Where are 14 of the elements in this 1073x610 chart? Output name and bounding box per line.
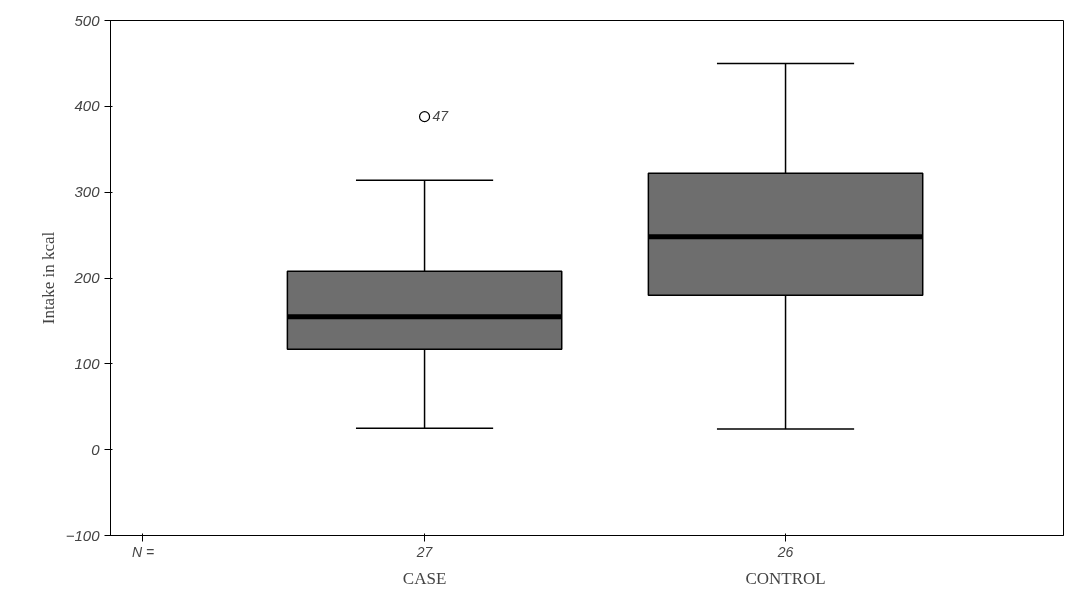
y-tick-label: 500	[74, 11, 101, 29]
y-tick-label: 0	[91, 440, 101, 458]
x-tick-label: CONTROL	[745, 568, 826, 588]
text: 26	[776, 543, 794, 560]
y-tick-label: 300	[74, 183, 101, 201]
y-tick-label: 400	[74, 97, 101, 115]
y-tick-label: −100	[65, 526, 101, 544]
y-tick-label: 100	[74, 354, 101, 372]
y-axis-title: Intake in kcal	[38, 231, 58, 325]
annotation: 47	[432, 107, 450, 124]
text: N =	[131, 543, 155, 560]
y-tick-label: 200	[73, 269, 101, 286]
text: 27	[415, 543, 434, 560]
x-tick-label: CASE	[402, 568, 447, 588]
